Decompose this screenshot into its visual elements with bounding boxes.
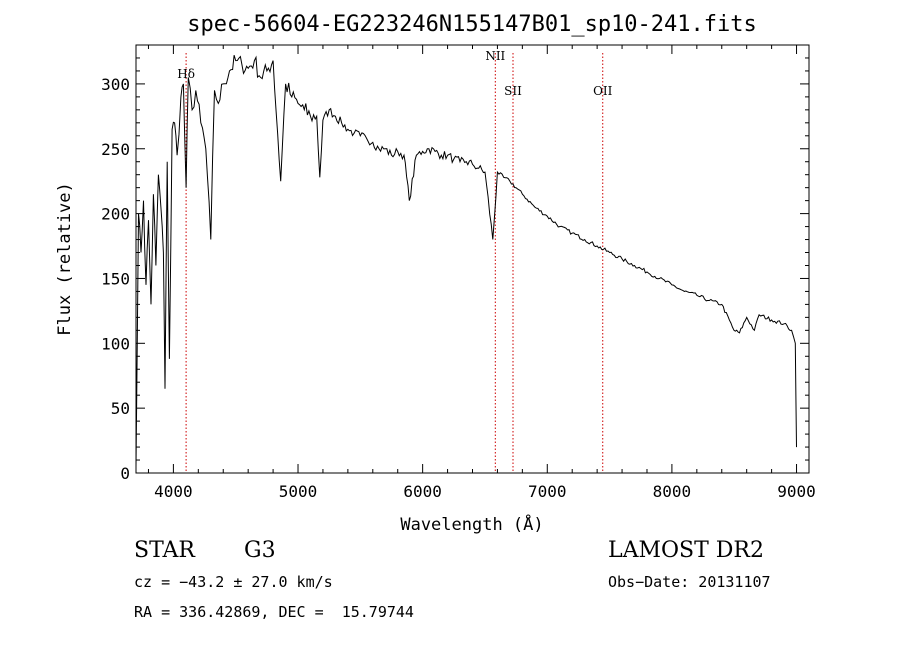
- x-axis-label: Wavelength (Å): [400, 513, 543, 535]
- y-axis-label: Flux (relative): [55, 182, 75, 336]
- x-axis: 4000 5000 6000 7000 8000 9000: [147, 45, 816, 501]
- survey-name: LAMOST DR2: [608, 538, 764, 563]
- y-axis: 0 50 100 150 200 250 300: [101, 57, 809, 483]
- redshift-velocity: cz = −43.2 ± 27.0 km/s: [134, 573, 333, 591]
- line-marker-label: Hδ: [177, 67, 195, 81]
- x-tick-label: 7000: [528, 482, 567, 501]
- x-tick-label: 8000: [653, 482, 692, 501]
- observation-date: Obs−Date: 20131107: [608, 573, 771, 591]
- object-class: STAR: [134, 538, 195, 563]
- y-tick-label: 50: [111, 399, 130, 418]
- spectrum-line: [135, 55, 797, 467]
- line-marker-label: OII: [593, 84, 613, 98]
- chart-title: spec-56604-EG223246N155147B01_sp10-241.f…: [187, 12, 757, 37]
- x-tick-label: 9000: [777, 482, 816, 501]
- line-marker-label: NII: [485, 49, 505, 63]
- emission-line-markers: Hδ NII SII OII: [177, 49, 613, 473]
- y-tick-label: 100: [101, 334, 130, 353]
- x-tick-label: 6000: [403, 482, 442, 501]
- line-marker-label: SII: [504, 84, 522, 98]
- x-tick-label: 4000: [154, 482, 193, 501]
- plot-frame: [135, 44, 810, 474]
- x-tick-label: 5000: [279, 482, 318, 501]
- y-tick-label: 150: [101, 269, 130, 288]
- y-tick-label: 0: [120, 464, 130, 483]
- object-subclass: G3: [244, 538, 276, 563]
- y-tick-label: 300: [101, 75, 130, 94]
- y-tick-label: 250: [101, 140, 130, 159]
- ra-dec-coordinates: RA = 336.42869, DEC = 15.79744: [134, 603, 414, 621]
- y-tick-label: 200: [101, 205, 130, 224]
